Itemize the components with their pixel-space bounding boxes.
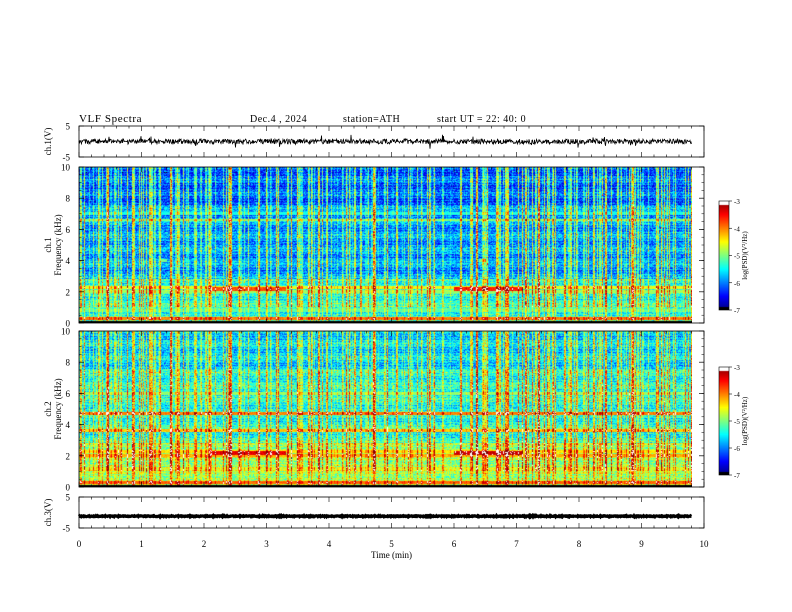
y-tick-label: 10 <box>61 163 71 173</box>
y-tick-label: 8 <box>66 358 71 368</box>
ch3-waveform-panel: 5 -5 ch.3(V) <box>43 493 705 534</box>
x-tick-label: 1 <box>139 539 144 549</box>
y-tick-label: 0 <box>66 319 71 329</box>
figure-title: VLF Spectra <box>79 113 143 125</box>
colorbar-tick-label: -7 <box>734 472 740 480</box>
y-tick-label: 6 <box>66 225 71 235</box>
x-tick-label: 9 <box>639 539 644 549</box>
y-tick-label: 8 <box>66 194 71 204</box>
colorbar-tick-label: -3 <box>734 198 740 206</box>
ch3-waveform-ylabel: ch.3(V) <box>43 499 53 527</box>
colorbar-tick-label: -6 <box>734 280 740 288</box>
ch1-colorbar-image <box>719 201 729 310</box>
ch2-spectrogram-ylabel: ch.2Frequency (kHz) <box>43 378 63 439</box>
ch2-colorbar-image <box>719 367 729 475</box>
ch2-spectrogram-colorbar-label: log(PSD)(V²/Hz) <box>741 396 749 445</box>
date-label: Dec.4 , 2024 <box>250 114 308 125</box>
x-tick-label: 8 <box>577 539 582 549</box>
ch2-spectrogram-panel: 0 2 4 6 8 10 ch.2Frequency (kHz) <box>43 327 705 493</box>
ch1-colorbar: -3 -4 -5 -6 -7 log(PSD)(V²/Hz) <box>718 198 749 315</box>
y-tick-label: 0 <box>66 483 71 493</box>
colorbar-tick-label: -5 <box>734 418 740 426</box>
start-time-label: start UT = 22: 40: 0 <box>437 114 527 125</box>
y-tick-label: 6 <box>66 389 71 399</box>
colorbar-tick-label: -6 <box>734 445 740 453</box>
ch2-colorbar: -3 -4 -5 -6 -7 log(PSD)(V²/Hz) <box>718 364 749 480</box>
colorbar-tick-label: -7 <box>734 307 740 315</box>
y-tick-label: 4 <box>66 256 71 266</box>
x-tick-label: 0 <box>77 539 82 549</box>
y-tick-label: 5 <box>66 493 71 503</box>
x-tick-label: 6 <box>452 539 457 549</box>
x-tick-label: 5 <box>389 539 394 549</box>
x-tick-label: 3 <box>264 539 269 549</box>
ch1-spectrogram-colorbar-label: log(PSD)(V²/Hz) <box>741 231 749 280</box>
station-label: station=ATH <box>343 114 401 125</box>
ch1-waveform-ylabel: ch.1(V) <box>43 128 53 156</box>
x-tick-label: 7 <box>514 539 519 549</box>
ch1-waveform-trace <box>78 134 692 149</box>
time-axis: 0 1 2 3 4 5 6 7 8 9 10 Time (min) <box>77 539 709 560</box>
x-tick-label: 4 <box>327 539 332 549</box>
ch1-spectrogram-image <box>79 167 692 323</box>
ch2-spectrogram-image <box>79 331 692 487</box>
ch1-spectrogram-ylabel: ch.1Frequency (kHz) <box>43 214 63 275</box>
colorbar-tick-label: -4 <box>734 391 740 399</box>
y-tick-label: 5 <box>66 122 71 132</box>
y-tick-label: 2 <box>66 451 71 461</box>
y-tick-label: 2 <box>66 287 71 297</box>
ch3-waveform-trace <box>77 512 693 520</box>
ch1-spectrogram-panel: 0 2 4 6 8 10 ch.1Frequency (kHz) <box>43 163 705 329</box>
colorbar-tick-label: -5 <box>734 253 740 261</box>
y-tick-label: 10 <box>61 327 71 337</box>
y-tick-label: 4 <box>66 420 71 430</box>
x-tick-label: 10 <box>700 539 710 549</box>
x-axis-label: Time (min) <box>371 550 412 560</box>
y-tick-label: -5 <box>63 524 71 534</box>
ch1-waveform-panel: 5 -5 ch.1(V) <box>43 122 705 163</box>
colorbar-tick-label: -3 <box>734 364 740 372</box>
colorbar-tick-label: -4 <box>734 225 740 233</box>
y-tick-label: -5 <box>63 153 71 163</box>
x-tick-label: 2 <box>202 539 207 549</box>
